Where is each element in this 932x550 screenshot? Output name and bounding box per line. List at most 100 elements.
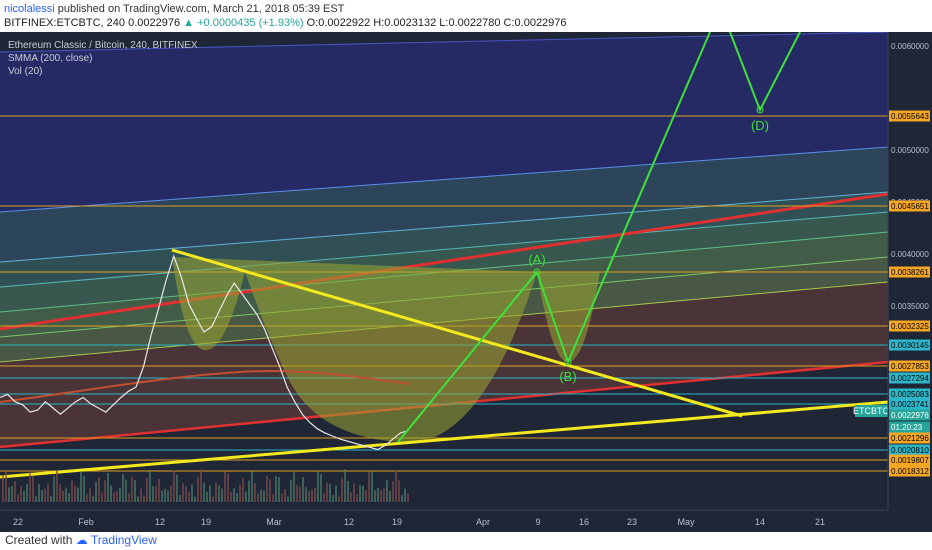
volume-bars bbox=[2, 469, 409, 502]
volume-bar bbox=[359, 485, 361, 502]
time-tick-9: 16 bbox=[579, 517, 589, 527]
tradingview-brand[interactable]: TradingView bbox=[90, 533, 157, 547]
volume-bar bbox=[269, 479, 271, 502]
channel-line-1 bbox=[0, 146, 888, 213]
price-label-2: 0.0038261 bbox=[891, 268, 929, 277]
price-axis-labels: 0.0055643 0.0045651 0.0038261 0.0032325 0.00… bbox=[889, 110, 930, 477]
volume-bar bbox=[152, 486, 154, 502]
smma-line bbox=[0, 370, 411, 403]
volume-bar bbox=[323, 493, 325, 502]
time-tick-1: Feb bbox=[78, 517, 94, 527]
volume-bar bbox=[188, 491, 190, 502]
volume-bar bbox=[389, 490, 391, 502]
volume-bar bbox=[200, 469, 202, 502]
volume-bar bbox=[299, 486, 301, 502]
volume-bar bbox=[131, 476, 133, 502]
volume-bar bbox=[245, 491, 247, 502]
time-tick-5: 12 bbox=[344, 517, 354, 527]
wave-a-point bbox=[533, 268, 541, 276]
symbol-tag-bg bbox=[855, 405, 888, 417]
volume-bar bbox=[281, 493, 283, 502]
volume-bar bbox=[182, 483, 184, 502]
volume-bar bbox=[194, 496, 196, 502]
price-chart[interactable]: (A) (B) (D) ETCBTC Ethereum Classic / Bi… bbox=[0, 32, 932, 532]
volume-bar bbox=[263, 490, 265, 502]
price-label-8: 0.0023741 bbox=[891, 400, 929, 409]
volume-bar bbox=[377, 487, 379, 502]
time-tick-4: Mar bbox=[266, 517, 282, 527]
volume-bar bbox=[110, 485, 112, 502]
price-tick-4: 0.0035000 bbox=[891, 302, 929, 311]
volume-bar bbox=[101, 492, 103, 502]
volume-bar bbox=[161, 490, 163, 502]
created-with-label: Created with bbox=[5, 533, 73, 547]
volume-bar bbox=[32, 475, 34, 502]
username-link[interactable]: nicolalessi bbox=[4, 3, 55, 15]
volume-bar bbox=[332, 495, 334, 502]
price-label-bg-7 bbox=[889, 388, 930, 400]
symbol-label: BITFINEX:ETCBTC, 240 bbox=[4, 17, 129, 29]
chart-title: Ethereum Classic / Bitcoin, 240, BITFINE… bbox=[8, 40, 198, 51]
volume-bar bbox=[92, 495, 94, 502]
volume-bar bbox=[86, 494, 88, 502]
price-label-3: 0.0032325 bbox=[891, 322, 929, 331]
volume-bar bbox=[38, 484, 40, 502]
volume-bar bbox=[350, 492, 352, 502]
time-tick-8: 9 bbox=[535, 517, 540, 527]
volume-bar bbox=[239, 484, 241, 502]
price-label-0: 0.0055643 bbox=[891, 112, 929, 121]
volume-bar bbox=[290, 479, 292, 502]
volume-bar bbox=[53, 475, 55, 502]
volume-bar bbox=[158, 479, 160, 502]
volume-bar bbox=[125, 479, 127, 502]
price-label-11: 0.0021296 bbox=[891, 434, 929, 443]
volume-bar bbox=[11, 486, 13, 502]
price-change: ▲ +0.0000435 (+1.93%) bbox=[183, 17, 304, 29]
volume-bar bbox=[248, 480, 250, 502]
chart-svg[interactable]: (A) (B) (D) ETCBTC Ethereum Classic / Bi… bbox=[0, 32, 932, 532]
volume-bar bbox=[134, 479, 136, 502]
price-label-bg-0 bbox=[889, 110, 930, 122]
volume-bar bbox=[383, 488, 385, 502]
price-tick-0: 0.0060000 bbox=[891, 42, 929, 51]
volume-bar bbox=[8, 487, 10, 502]
volume-bar bbox=[107, 472, 109, 502]
volume-bar bbox=[395, 470, 397, 502]
price-label-bg-10 bbox=[889, 421, 930, 433]
handle-shape bbox=[537, 272, 600, 362]
volume-bar bbox=[14, 481, 16, 502]
ohlc-values: O:0.0022922 H:0.0023132 L:0.0022780 C:0.… bbox=[303, 17, 567, 29]
price-tick-1: 0.0050000 bbox=[891, 146, 929, 155]
volume-bar bbox=[44, 488, 46, 502]
volume-bar bbox=[83, 475, 85, 502]
volume-bar bbox=[380, 490, 382, 502]
last-price: 0.0022976 bbox=[128, 17, 181, 29]
volume-bar bbox=[320, 474, 322, 502]
price-label-4: 0.0030145 bbox=[891, 341, 929, 350]
volume-bar bbox=[50, 496, 52, 502]
price-label-bg-3 bbox=[889, 320, 930, 332]
wave-a-label: (A) bbox=[528, 252, 545, 267]
volume-bar bbox=[77, 487, 79, 502]
time-tick-10: 23 bbox=[627, 517, 637, 527]
volume-bar bbox=[143, 495, 145, 502]
volume-bar bbox=[341, 478, 343, 502]
volume-bar bbox=[287, 496, 289, 502]
time-axis[interactable] bbox=[0, 510, 932, 532]
channel-top-band bbox=[0, 32, 888, 212]
channel-line-2 bbox=[0, 191, 888, 263]
fib-band-1 bbox=[0, 147, 888, 262]
volume-bar bbox=[224, 471, 226, 502]
volume-bar bbox=[122, 473, 124, 502]
time-tick-0: 22 bbox=[13, 517, 23, 527]
volume-bar bbox=[353, 483, 355, 502]
volume-bar bbox=[362, 485, 364, 502]
volume-bar bbox=[128, 493, 130, 502]
volume-bar bbox=[347, 480, 349, 502]
volume-bar bbox=[80, 471, 82, 502]
projection-path-2 bbox=[729, 32, 801, 113]
volume-bar bbox=[173, 470, 175, 502]
yellow-resistance-line bbox=[171, 248, 743, 418]
price-tick-3: 0.0040000 bbox=[891, 250, 929, 259]
wave-b-point bbox=[564, 358, 572, 366]
